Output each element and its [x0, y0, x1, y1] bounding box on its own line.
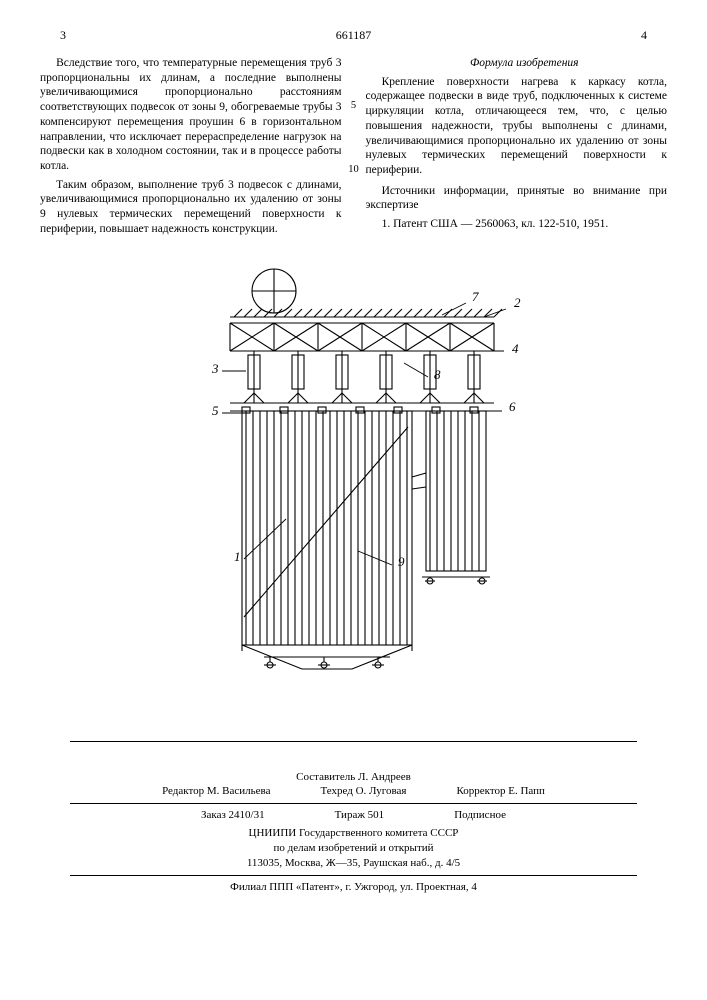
header-row: 3 661187 4: [40, 20, 667, 50]
tirage: Тираж 501: [335, 808, 385, 823]
text-columns: 5 10 Вследствие того, что температурные …: [40, 56, 667, 241]
org1: ЦНИИПИ Государственного комитета СССР: [40, 826, 667, 841]
page-number-right: 4: [641, 28, 647, 43]
footer-row-1: Редактор М. Васильева Техред О. Луговая …: [40, 784, 667, 799]
page-number-left: 3: [60, 28, 66, 43]
org2: по делам изобретений и открытий: [40, 841, 667, 856]
svg-text:7: 7: [472, 289, 479, 304]
svg-text:5: 5: [212, 403, 219, 418]
svg-text:3: 3: [211, 361, 219, 376]
corrector: Корректор Е. Папп: [456, 784, 544, 799]
page: 3 661187 4 5 10 Вследствие того, что тем…: [0, 0, 707, 915]
line-number-5: 5: [351, 100, 356, 111]
patent-figure: 1 2 3 4 5 6 7 8 9: [174, 251, 534, 681]
order: Заказ 2410/31: [201, 808, 265, 823]
branch: Филиал ППП «Патент», г. Ужгород, ул. Про…: [40, 880, 667, 895]
svg-text:2: 2: [514, 295, 521, 310]
svg-text:8: 8: [434, 367, 441, 382]
svg-text:4: 4: [512, 341, 519, 356]
patent-number: 661187: [336, 28, 372, 43]
left-paragraph-1: Вследствие того, что температурные перем…: [40, 56, 342, 174]
compiler: Составитель Л. Андреев: [40, 770, 667, 785]
addr: 113035, Москва, Ж—35, Раушская наб., д. …: [40, 856, 667, 871]
claims-heading: Формула изобретения: [366, 56, 668, 71]
footer-rule-2: [70, 803, 637, 804]
claim-text: Крепление поверхности нагрева к каркасу …: [366, 75, 668, 178]
right-column: Формула изобретения Крепление поверхност…: [366, 56, 668, 241]
footer-row-2: Заказ 2410/31 Тираж 501 Подписное: [40, 808, 667, 823]
figure-wrap: 1 2 3 4 5 6 7 8 9: [40, 251, 667, 681]
line-number-10: 10: [348, 164, 359, 175]
sources-heading: Источники информации, принятые во вниман…: [366, 184, 668, 213]
svg-text:6: 6: [509, 399, 516, 414]
editor: Редактор М. Васильева: [162, 784, 270, 799]
techred: Техред О. Луговая: [320, 784, 406, 799]
footer-rule-3: [70, 875, 637, 876]
signed: Подписное: [454, 808, 506, 823]
left-column: Вследствие того, что температурные перем…: [40, 56, 342, 241]
source-1: 1. Патент США — 2560063, кл. 122-510, 19…: [366, 217, 668, 232]
svg-text:9: 9: [398, 554, 405, 569]
footer-rule-1: [70, 741, 637, 742]
footer: Составитель Л. Андреев Редактор М. Васил…: [40, 770, 667, 895]
left-paragraph-2: Таким образом, выполнение труб 3 подвесо…: [40, 178, 342, 237]
svg-text:1: 1: [234, 549, 241, 564]
